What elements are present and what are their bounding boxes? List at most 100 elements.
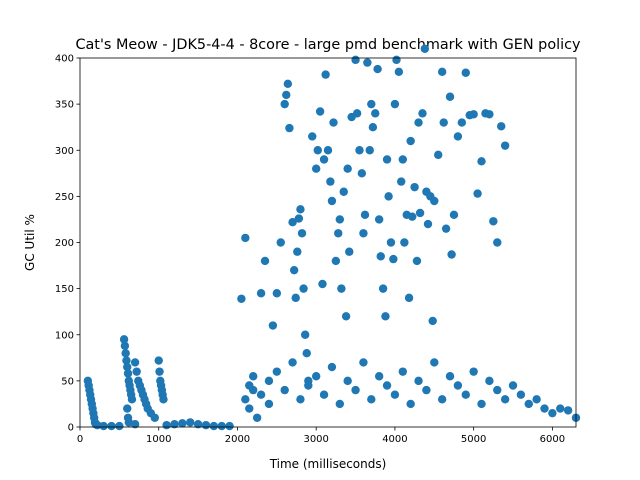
data-point (162, 420, 171, 430)
data-point (302, 349, 311, 358)
data-point (119, 335, 129, 344)
data-point (241, 395, 250, 404)
data-point (337, 284, 346, 293)
data-point (563, 406, 573, 415)
data-point (489, 217, 498, 226)
data-point (276, 238, 285, 247)
y-tick-label: 200 (55, 238, 74, 249)
data-point (374, 372, 384, 381)
x-tick-label: 6000 (540, 434, 565, 445)
data-point (123, 369, 133, 378)
data-point (193, 420, 203, 429)
data-point (217, 421, 226, 431)
data-point (351, 55, 360, 65)
data-point (155, 367, 164, 376)
data-point (390, 99, 400, 109)
data-point (209, 421, 219, 431)
data-point (264, 376, 274, 386)
data-point (335, 399, 345, 409)
data-point (120, 341, 130, 351)
data-point (418, 109, 427, 118)
x-tick-label: 1000 (146, 434, 171, 445)
data-point (404, 293, 414, 303)
data-point (457, 118, 467, 127)
data-point (434, 150, 443, 160)
y-tick-label: 0 (68, 423, 74, 434)
data-point (280, 385, 289, 395)
data-point (272, 367, 282, 376)
data-point (453, 381, 463, 390)
data-point (304, 381, 313, 390)
data-point (469, 367, 478, 376)
data-point (311, 372, 321, 381)
data-point (256, 289, 266, 298)
data-point (130, 420, 140, 429)
data-point (485, 376, 494, 386)
data-point (123, 404, 132, 413)
y-tick-label: 300 (55, 146, 74, 157)
data-point (363, 58, 372, 67)
data-point (327, 362, 337, 372)
y-tick-label: 50 (61, 376, 74, 387)
data-point (327, 196, 337, 206)
data-point (341, 312, 351, 321)
data-point (283, 79, 293, 89)
data-point (461, 390, 470, 399)
data-point (473, 189, 482, 198)
data-point (447, 250, 456, 259)
data-point (288, 218, 297, 227)
data-point (351, 385, 360, 395)
data-point (408, 212, 417, 221)
data-point (252, 413, 262, 422)
data-point (540, 404, 549, 413)
data-point (150, 413, 159, 422)
data-point (154, 356, 163, 365)
data-point (123, 362, 132, 372)
data-point (422, 385, 431, 395)
data-point (493, 238, 502, 247)
data-point (291, 293, 300, 303)
data-point (500, 141, 510, 150)
data-point (99, 421, 108, 431)
data-point (335, 215, 345, 224)
data-point (241, 233, 250, 243)
data-point (398, 367, 407, 376)
data-point (441, 224, 451, 233)
y-tick-label: 100 (55, 330, 74, 341)
data-point (477, 399, 486, 409)
data-point (398, 155, 407, 164)
data-point (132, 367, 141, 376)
y-tick-label: 350 (55, 100, 74, 111)
data-point (124, 418, 134, 427)
data-point (256, 390, 266, 399)
x-tick-label: 5000 (461, 434, 486, 445)
x-tick-label: 3000 (303, 434, 328, 445)
data-point (323, 146, 333, 155)
data-point (524, 399, 533, 409)
data-point (345, 247, 354, 256)
data-point (497, 122, 506, 131)
data-point (420, 44, 430, 53)
data-point (368, 122, 378, 132)
data-point (371, 109, 380, 118)
data-point (264, 399, 274, 409)
data-point (272, 289, 282, 298)
data-point (159, 395, 168, 404)
data-point (412, 256, 422, 266)
data-point (415, 208, 425, 218)
data-point (508, 381, 518, 390)
y-tick-label: 250 (55, 192, 74, 203)
data-point (288, 358, 297, 367)
data-point (373, 64, 382, 74)
x-axis-ticks: 0 1000 2000 3000 4000 5000 6000 (77, 427, 565, 445)
data-point (294, 214, 304, 223)
data-point (430, 196, 439, 206)
data-point (386, 238, 396, 247)
y-tick-label: 400 (55, 54, 74, 65)
data-point (532, 395, 541, 404)
data-point (343, 376, 352, 386)
data-point (437, 67, 447, 77)
data-point (384, 192, 393, 201)
data-point (390, 390, 400, 399)
